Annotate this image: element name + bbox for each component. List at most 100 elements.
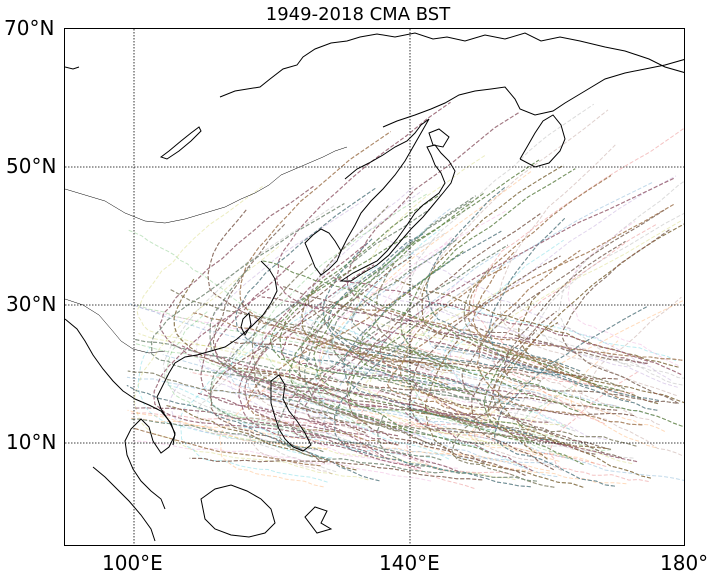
typhoon-track [304, 336, 390, 460]
typhoon-track [476, 249, 643, 426]
typhoon-track [301, 284, 444, 367]
typhoon-track [407, 347, 666, 432]
typhoon-track [189, 457, 483, 481]
typhoon-track [346, 212, 541, 476]
typhoon-track [189, 457, 483, 481]
typhoon-track [159, 185, 316, 399]
typhoon-track [276, 101, 510, 363]
typhoon-track [561, 228, 679, 404]
typhoon-track [476, 249, 643, 426]
typhoon-track [253, 265, 366, 434]
typhoon-track [209, 208, 442, 461]
typhoon-track [230, 341, 618, 380]
border-china [65, 146, 348, 224]
typhoon-track [333, 302, 683, 361]
typhoon-track [300, 200, 488, 404]
typhoon-track [270, 234, 486, 395]
typhoon-track [312, 192, 531, 443]
typhoon-track [412, 255, 635, 417]
typhoon-track [153, 288, 331, 439]
typhoon-track [312, 192, 531, 443]
typhoon-track [257, 383, 486, 464]
typhoon-track [179, 264, 380, 483]
typhoon-track [313, 339, 497, 428]
typhoon-track [169, 288, 407, 369]
typhoon-track [133, 407, 330, 431]
typhoon-track [192, 312, 452, 372]
typhoon-track [493, 305, 649, 487]
typhoon-track [467, 175, 612, 369]
typhoon-track [483, 347, 584, 466]
typhoon-track [377, 414, 537, 482]
typhoon-track [461, 209, 665, 459]
typhoon-track [463, 268, 626, 390]
typhoon-track [276, 244, 509, 474]
typhoon-track [197, 392, 398, 446]
map-frame [64, 28, 685, 546]
typhoon-track [410, 103, 631, 368]
typhoon-track [471, 311, 557, 471]
typhoon-track [209, 266, 338, 417]
typhoon-track [243, 390, 549, 423]
typhoon-track [261, 260, 621, 391]
typhoon-track [307, 205, 454, 368]
typhoon-track [134, 428, 321, 467]
typhoon-track [432, 219, 684, 426]
typhoon-track [322, 238, 520, 401]
typhoon-track [347, 307, 535, 429]
typhoon-track [346, 112, 538, 369]
typhoon-track [239, 371, 618, 411]
typhoon-track [166, 405, 357, 471]
typhoon-track [243, 390, 549, 423]
typhoon-track [493, 305, 649, 487]
typhoon-track [358, 249, 472, 395]
typhoon-track [162, 205, 370, 448]
coastline-philippines [270, 374, 312, 452]
typhoon-track [331, 195, 540, 410]
lat-label-30n: 30°N [6, 292, 57, 316]
typhoon-track [351, 238, 459, 360]
typhoon-track [243, 390, 549, 423]
typhoon-track [333, 302, 683, 361]
typhoon-track [351, 238, 459, 360]
typhoon-track [374, 262, 542, 382]
typhoon-track [497, 223, 684, 479]
typhoon-track [209, 208, 442, 461]
typhoon-track [322, 238, 520, 401]
typhoon-track [207, 209, 430, 371]
typhoon-track [483, 347, 584, 466]
typhoon-track [406, 320, 570, 459]
typhoon-track [270, 234, 486, 395]
typhoon-track [472, 127, 684, 387]
typhoon-track [358, 249, 472, 395]
lat-label-50n: 50°N [6, 154, 57, 178]
typhoon-track [333, 337, 531, 488]
typhoon-track [212, 223, 464, 421]
typhoon-track [238, 242, 421, 469]
typhoon-track [214, 260, 388, 408]
typhoon-track [487, 322, 559, 460]
typhoon-track [497, 223, 684, 479]
typhoon-track [238, 242, 421, 469]
typhoon-track [346, 212, 541, 476]
typhoon-track [487, 322, 559, 460]
typhoon-track [166, 405, 357, 471]
typhoon-track [497, 223, 684, 479]
typhoon-track [421, 164, 659, 405]
typhoon-track [424, 340, 584, 488]
typhoon-track [247, 409, 333, 475]
typhoon-track [251, 263, 433, 446]
typhoon-track [549, 371, 649, 482]
typhoon-track [488, 217, 658, 411]
typhoon-track [511, 362, 634, 459]
typhoon-track [133, 407, 330, 431]
typhoon-track [467, 175, 612, 369]
typhoon-track [451, 391, 555, 488]
typhoon-track [469, 324, 647, 365]
typhoon-track [239, 131, 449, 386]
typhoon-track [374, 262, 542, 382]
coastline-kamchatka [519, 114, 566, 168]
typhoon-track [386, 204, 674, 416]
typhoon-track [313, 339, 497, 428]
typhoon-track [192, 312, 452, 372]
